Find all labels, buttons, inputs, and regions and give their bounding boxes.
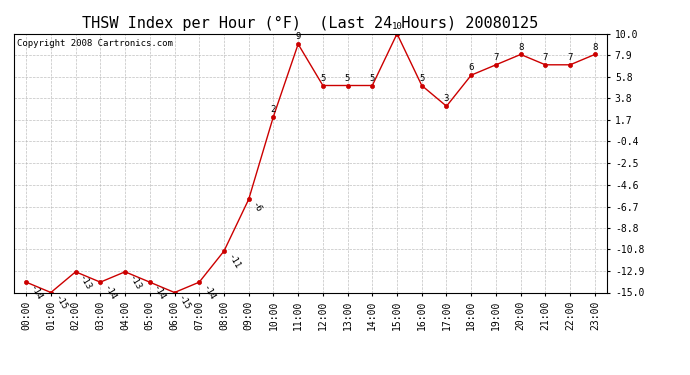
Text: -6: -6 bbox=[250, 201, 264, 214]
Text: Copyright 2008 Cartronics.com: Copyright 2008 Cartronics.com bbox=[17, 39, 172, 48]
Text: -15: -15 bbox=[176, 294, 192, 312]
Text: 5: 5 bbox=[370, 74, 375, 83]
Text: 7: 7 bbox=[543, 53, 548, 62]
Text: 2: 2 bbox=[270, 105, 276, 114]
Text: -14: -14 bbox=[201, 284, 217, 302]
Text: 6: 6 bbox=[469, 63, 474, 72]
Text: 5: 5 bbox=[345, 74, 351, 83]
Text: 7: 7 bbox=[493, 53, 499, 62]
Text: 5: 5 bbox=[419, 74, 424, 83]
Text: 5: 5 bbox=[320, 74, 326, 83]
Text: -11: -11 bbox=[226, 252, 241, 271]
Text: 8: 8 bbox=[592, 43, 598, 52]
Text: 8: 8 bbox=[518, 43, 523, 52]
Text: 3: 3 bbox=[444, 94, 449, 104]
Text: -14: -14 bbox=[28, 284, 43, 302]
Text: -15: -15 bbox=[52, 294, 68, 312]
Text: 7: 7 bbox=[567, 53, 573, 62]
Text: -14: -14 bbox=[151, 284, 167, 302]
Text: 9: 9 bbox=[295, 32, 301, 41]
Text: 10: 10 bbox=[392, 22, 402, 31]
Text: -13: -13 bbox=[77, 273, 93, 292]
Text: -14: -14 bbox=[101, 284, 117, 302]
Title: THSW Index per Hour (°F)  (Last 24 Hours) 20080125: THSW Index per Hour (°F) (Last 24 Hours)… bbox=[82, 16, 539, 31]
Text: -13: -13 bbox=[126, 273, 142, 292]
